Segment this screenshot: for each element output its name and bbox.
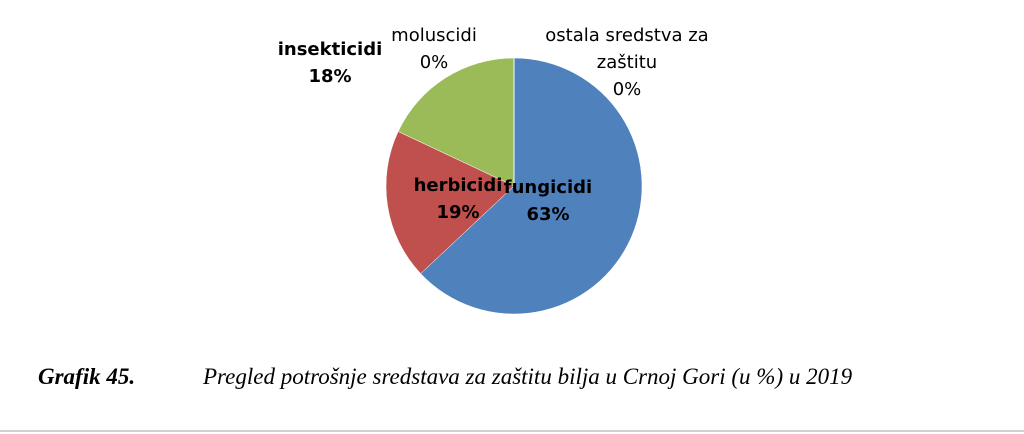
- value-label: 18%: [308, 66, 352, 87]
- slice-label: insekticidi 18%: [260, 36, 400, 90]
- slice-label: moluscidi 0%: [374, 22, 494, 76]
- divider: [0, 430, 1024, 432]
- slice-label: ostala sredstva za zaštitu 0%: [532, 22, 722, 103]
- category-label: fungicidi: [503, 177, 593, 198]
- caption-label: Grafik 45.: [38, 364, 136, 389]
- category-label: ostala sredstva za zaštitu: [545, 25, 709, 73]
- value-label: 63%: [526, 204, 570, 225]
- slice-label: fungicidi 63%: [478, 174, 618, 228]
- value-label: 0%: [612, 79, 642, 100]
- pie-slice: [385, 131, 515, 274]
- value-label: 0%: [419, 52, 449, 73]
- category-label: herbicidi: [413, 175, 503, 196]
- pie-slice: [420, 57, 643, 315]
- value-label: 19%: [436, 202, 480, 223]
- chart-title: Pregled potrošnje sredstava za zaštitu b…: [203, 364, 853, 389]
- category-label: moluscidi: [391, 25, 477, 46]
- pie-slice: [397, 57, 515, 187]
- slice-label: herbicidi 19%: [398, 172, 518, 226]
- category-label: insekticidi: [277, 39, 383, 60]
